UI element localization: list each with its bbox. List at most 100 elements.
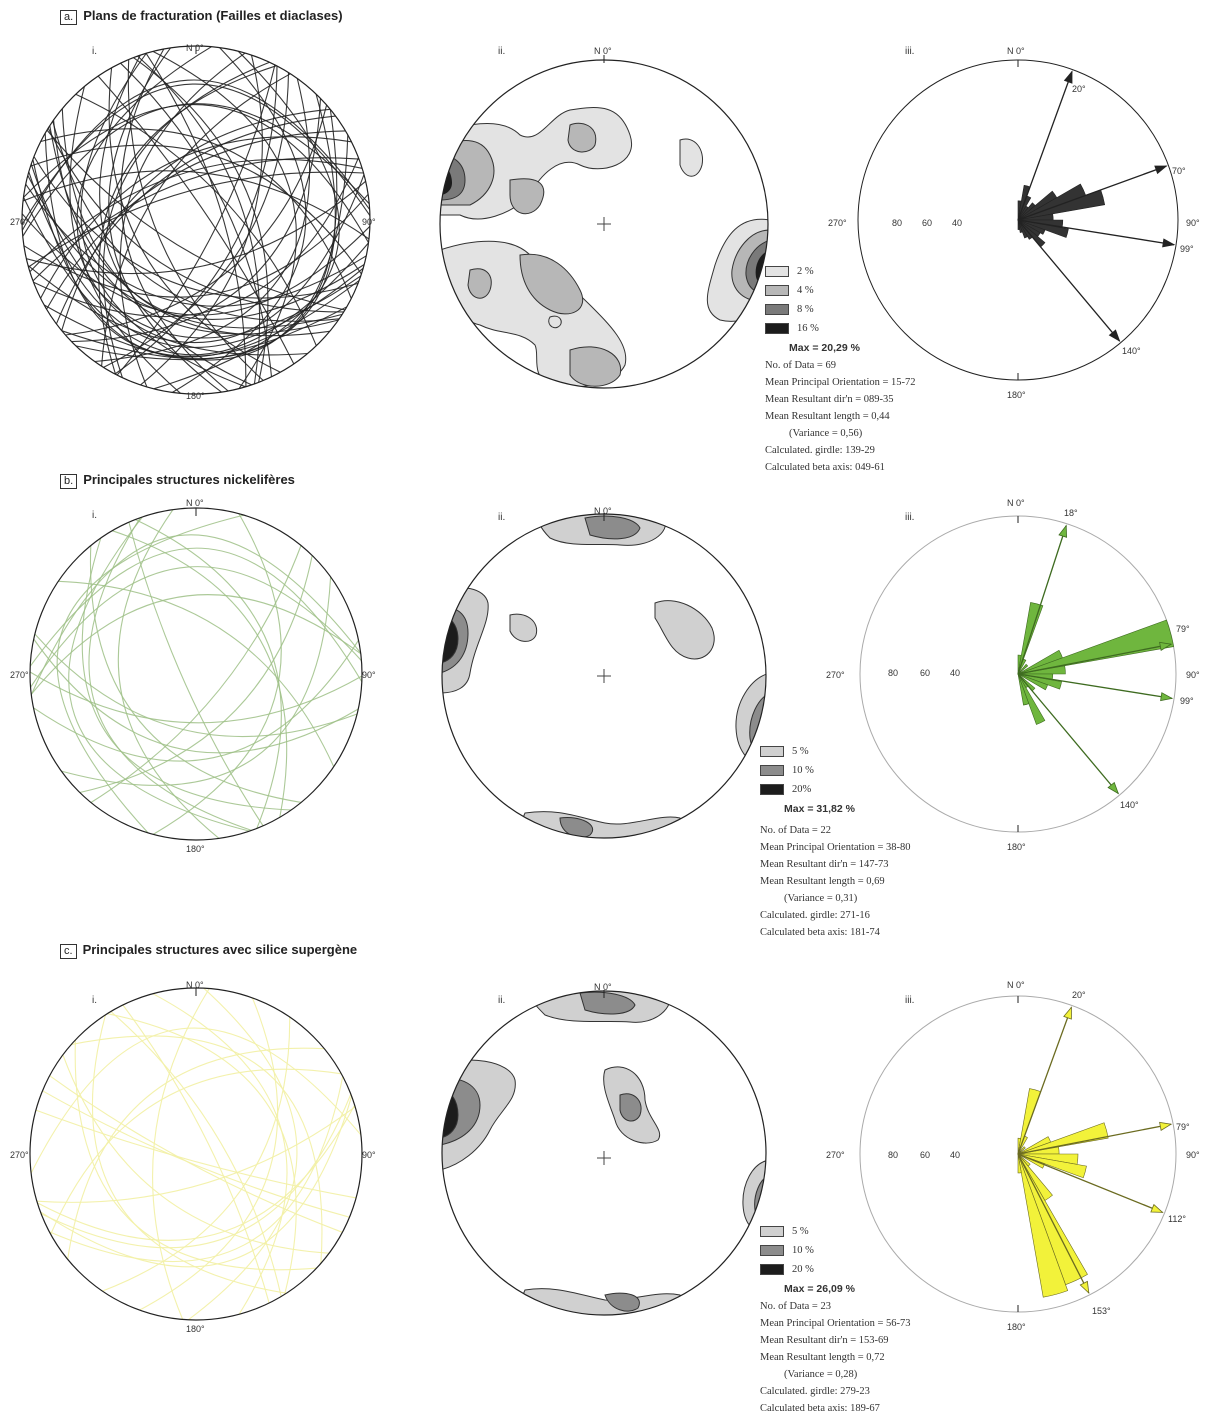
legend-swatch bbox=[765, 285, 789, 296]
legend-swatch bbox=[765, 266, 789, 277]
great-circle-line bbox=[22, 213, 370, 316]
stat-calculated-girdle: Calculated. girdle: 139-29 bbox=[765, 445, 875, 456]
great-circle-line bbox=[68, 516, 250, 832]
arrow-head bbox=[1150, 1203, 1164, 1213]
panel-a-iii-label: iii. bbox=[905, 46, 915, 57]
panel-c-planes bbox=[30, 988, 362, 1320]
contour-10pct bbox=[579, 991, 636, 1015]
legend-row-10pct: 10 % bbox=[760, 761, 855, 780]
great-circle-line bbox=[99, 54, 252, 386]
panel-b-contour-net bbox=[441, 513, 767, 839]
great-circle-line bbox=[25, 183, 367, 307]
panel-b-title-text: Principales structures nickelifères bbox=[83, 472, 295, 487]
great-circle-line bbox=[33, 156, 359, 299]
great-circle-line bbox=[81, 537, 292, 811]
panel-b-arrow-label-1: 18° bbox=[1064, 508, 1078, 518]
great-circle-line bbox=[23, 104, 369, 243]
great-circle-line bbox=[35, 1109, 357, 1199]
panel-a-iii-east: 90° bbox=[1186, 218, 1200, 228]
great-circle-line bbox=[62, 1054, 330, 1254]
great-circle-line bbox=[69, 86, 308, 356]
great-circle-line bbox=[65, 104, 328, 336]
panel-b-i-west: 270° bbox=[10, 670, 29, 680]
great-circle-line bbox=[29, 158, 363, 273]
great-circle-line bbox=[37, 1104, 356, 1241]
legend-swatch bbox=[760, 1264, 784, 1275]
stat-mean-resultant-direction: Mean Resultant dir'n = 089-35 bbox=[765, 394, 894, 405]
great-circle-line bbox=[30, 566, 362, 688]
panel-c-iii-west: 270° bbox=[826, 1150, 845, 1160]
stat-calculated-girdle: Calculated. girdle: 271-16 bbox=[760, 910, 870, 921]
arrow-head bbox=[1154, 165, 1168, 175]
legend-row-5pct: 5 % bbox=[760, 1222, 855, 1241]
panel-b-iii-south: 180° bbox=[1007, 842, 1026, 852]
legend-swatch bbox=[765, 323, 789, 334]
panel-a-arrow-label-3: 99° bbox=[1180, 244, 1194, 254]
panel-c-rose-arrows bbox=[1017, 1006, 1173, 1295]
great-circle-line bbox=[49, 1075, 343, 1233]
great-circle-line bbox=[152, 50, 297, 389]
great-circle-line bbox=[70, 1035, 323, 1264]
legend-row-8pct: 8 % bbox=[765, 300, 860, 319]
legend-label: 2 % bbox=[797, 266, 814, 277]
panel-b-arrow-label-4: 140° bbox=[1120, 800, 1139, 810]
stat-mean-principal-orientation: Mean Principal Orientation = 38-80 bbox=[760, 842, 911, 853]
great-circle-line bbox=[79, 555, 313, 794]
panel-c-letter: c. bbox=[60, 944, 77, 959]
mean-direction-arrow bbox=[1017, 643, 1172, 675]
panel-b-ring-40: 40 bbox=[950, 668, 961, 678]
great-circle-line bbox=[128, 522, 264, 827]
legend-label: 8 % bbox=[797, 304, 814, 315]
panel-b-iii-north: N 0° bbox=[1007, 498, 1025, 508]
contour-10pct bbox=[619, 1093, 642, 1122]
rose-petal bbox=[1017, 673, 1030, 706]
great-circle-line bbox=[61, 576, 332, 786]
panel-c-iii-east: 90° bbox=[1186, 1150, 1200, 1160]
panel-c-ring-60: 60 bbox=[920, 1150, 931, 1160]
panel-c-arrow-label-3: 112° bbox=[1168, 1214, 1186, 1224]
stat-mean-principal-orientation: Mean Principal Orientation = 15-72 bbox=[765, 377, 916, 388]
legend-row-5pct: 5 % bbox=[760, 742, 855, 761]
legend-row-20pct: 20% bbox=[760, 780, 855, 799]
great-circle-line bbox=[30, 594, 362, 695]
legend-swatch bbox=[765, 304, 789, 315]
legend-max: Max = 20,29 % bbox=[789, 341, 860, 354]
panel-a-contour-net bbox=[439, 55, 769, 389]
stat-calculated-beta-axis: Calculated beta axis: 189-67 bbox=[760, 1403, 880, 1414]
rose-petal bbox=[1017, 219, 1021, 230]
panel-c-legend: 5 % 10 % 20 % Max = 26,09 % bbox=[760, 1222, 855, 1298]
stat-mean-resultant-direction: Mean Resultant dir'n = 153-69 bbox=[760, 1335, 889, 1346]
legend-swatch bbox=[760, 784, 784, 795]
panel-c-ring-80: 80 bbox=[888, 1150, 899, 1160]
mean-direction-arrow bbox=[1017, 165, 1167, 221]
arrow-head bbox=[1159, 641, 1173, 651]
panel-c-arrow-label-4: 153° bbox=[1092, 1306, 1111, 1316]
panel-b-stats: No. of Data = 22 Mean Principal Orientat… bbox=[760, 822, 911, 941]
panel-a-ring-60: 60 bbox=[922, 218, 933, 228]
mean-direction-arrow bbox=[1017, 525, 1067, 675]
arrow-head bbox=[1160, 692, 1174, 702]
great-circle-line bbox=[187, 988, 298, 1320]
contour-2pct bbox=[509, 178, 545, 215]
mean-direction-arrow bbox=[1017, 219, 1121, 342]
legend-label: 10 % bbox=[792, 765, 814, 776]
great-circle-line bbox=[40, 136, 352, 299]
great-circle-line bbox=[90, 545, 302, 803]
legend-label: 5 % bbox=[792, 746, 809, 757]
stat-calculated-beta-axis: Calculated beta axis: 049-61 bbox=[765, 462, 885, 473]
contour-5pct bbox=[509, 613, 538, 642]
great-circle-line bbox=[49, 125, 343, 329]
great-circle-line bbox=[46, 129, 346, 311]
great-circle-line bbox=[137, 55, 261, 384]
panel-c-ii-label: ii. bbox=[498, 995, 506, 1006]
stat-calculated-girdle: Calculated. girdle: 279-23 bbox=[760, 1386, 870, 1397]
legend-label: 10 % bbox=[792, 1245, 814, 1256]
contour-4pct bbox=[569, 346, 622, 387]
great-circle-line bbox=[103, 72, 290, 368]
contour-4pct bbox=[467, 268, 492, 299]
legend-row-4pct: 4 % bbox=[765, 281, 860, 300]
legend-row-16pct: 16 % bbox=[765, 319, 860, 338]
great-circle-line bbox=[117, 509, 220, 839]
rose-petal bbox=[1017, 1153, 1046, 1169]
mean-direction-arrow bbox=[1017, 1153, 1163, 1214]
